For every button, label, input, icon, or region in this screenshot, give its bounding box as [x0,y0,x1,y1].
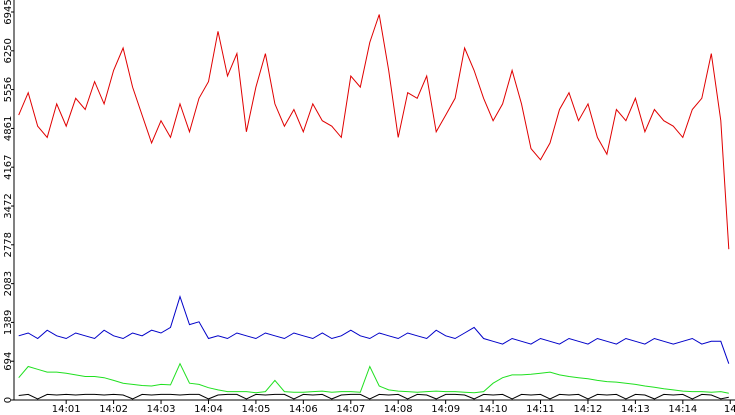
x-tick-label: 14:06 [289,404,318,415]
x-tick-label: 14:08 [384,404,413,415]
series-line [18,393,729,400]
x-tick-label: 14:01 [52,404,81,415]
y-tick-label: 6945 [3,0,14,25]
x-tick-label: 14:04 [194,404,223,415]
x-tick-label: 14:07 [336,404,365,415]
y-tick-label: 3472 [3,193,14,218]
x-tick-label: 14:12 [574,404,603,415]
y-tick-label: 2083 [3,271,14,296]
x-tick-label: 14:11 [526,404,555,415]
y-tick-label: 694 [3,352,14,371]
x-tick-label: 14 [724,404,735,415]
y-tick-label: 0 [3,397,14,403]
x-tick-label: 14:03 [147,404,176,415]
y-tick-label: 1389 [3,310,14,335]
x-tick-label: 14:09 [431,404,460,415]
plot-area [18,14,730,400]
x-tick-label: 14:13 [621,404,650,415]
y-tick-label: 4167 [3,154,14,179]
x-tick-label: 14:05 [242,404,271,415]
x-tick-label: 14:14 [668,404,697,415]
x-tick-label: 14:10 [479,404,508,415]
series-line [18,14,730,250]
y-tick-label: 5556 [3,77,14,102]
y-tick-label: 2778 [3,232,14,257]
y-tick-label: 6250 [3,38,14,63]
y-tick-label: 4861 [3,116,14,141]
series-line [18,362,729,394]
series-line [18,294,730,364]
x-tick-label: 14:02 [99,404,128,415]
